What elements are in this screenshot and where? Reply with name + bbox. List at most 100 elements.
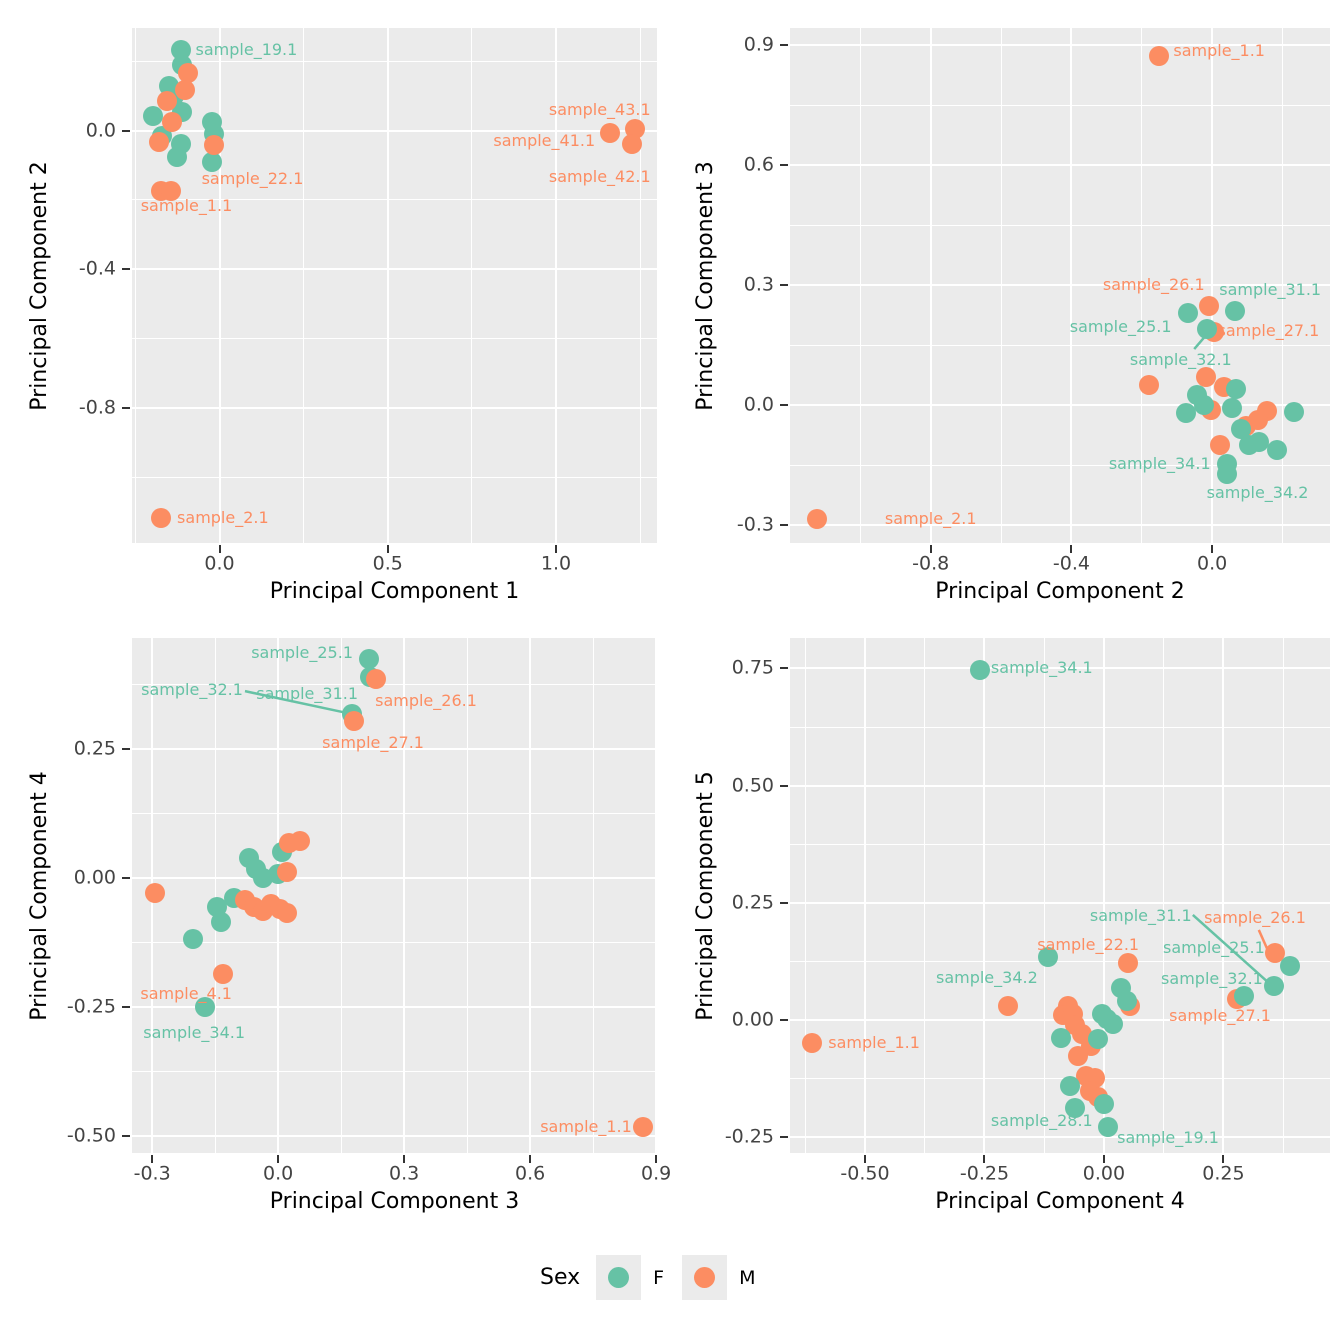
x-axis-title-pc1-vs-pc2: Principal Component 1 xyxy=(269,579,520,604)
data-point xyxy=(599,123,620,144)
point-label: sample_34.1 xyxy=(990,658,1093,678)
point-label: sample_26.1 xyxy=(375,690,477,710)
gridline-minor xyxy=(790,843,1330,845)
data-point xyxy=(1177,302,1198,323)
x-tick-label: 0.0 xyxy=(1197,552,1228,575)
y-tick-label: 0.9 xyxy=(743,33,774,56)
y-tick-mark xyxy=(122,876,130,879)
gridline-major xyxy=(790,901,1330,904)
point-label: sample_19.1 xyxy=(195,40,298,60)
gridline-major xyxy=(655,638,658,1153)
legend-dot-m-icon xyxy=(694,1267,716,1288)
point-label: sample_43.1 xyxy=(548,99,651,119)
data-point xyxy=(171,40,192,61)
point-label: sample_25.1 xyxy=(1069,317,1172,337)
gridline-minor xyxy=(132,338,657,340)
point-label: sample_34.2 xyxy=(1206,483,1309,503)
y-tick-mark xyxy=(780,901,788,904)
y-tick-label: 0.00 xyxy=(73,866,116,889)
y-tick-label: 0.0 xyxy=(743,393,774,416)
y-axis-title-pc2-vs-pc3: Principal Component 3 xyxy=(693,160,718,411)
data-point xyxy=(1264,976,1285,997)
x-tick-label: 0.0 xyxy=(263,1162,294,1185)
gridline-minor xyxy=(132,199,657,201)
data-point xyxy=(1266,440,1287,461)
data-point xyxy=(1198,296,1219,317)
gridline-minor xyxy=(1282,638,1284,1153)
gridline-major xyxy=(555,28,558,543)
gridline-major xyxy=(1222,638,1225,1153)
data-point xyxy=(213,963,234,984)
x-tick-mark xyxy=(151,1155,154,1163)
point-label: sample_22.1 xyxy=(1037,934,1140,954)
x-tick-mark xyxy=(386,545,389,553)
gridline-major xyxy=(132,876,657,879)
point-label: sample_34.2 xyxy=(935,967,1038,987)
point-label: sample_32.1 xyxy=(141,680,243,700)
gridline-major xyxy=(790,667,1330,670)
gridline-minor xyxy=(132,476,657,478)
gridline-minor xyxy=(303,28,305,543)
gridline-minor xyxy=(790,344,1330,346)
data-point xyxy=(1176,403,1197,424)
gridline-major xyxy=(132,1134,657,1137)
point-label: sample_42.1 xyxy=(548,167,651,187)
data-point xyxy=(1117,952,1138,973)
gridline-major xyxy=(790,784,1330,787)
point-label: sample_1.1 xyxy=(140,195,233,215)
point-label: sample_34.1 xyxy=(1108,453,1211,473)
gridline-major xyxy=(132,268,657,271)
data-point xyxy=(195,996,216,1017)
gridline-major xyxy=(983,638,986,1153)
point-label: sample_1.1 xyxy=(828,1032,920,1052)
y-tick-mark xyxy=(122,129,130,132)
data-point xyxy=(1196,366,1217,387)
gridline-major xyxy=(1102,638,1105,1153)
gridline-major xyxy=(790,404,1330,407)
gridline-minor xyxy=(132,812,657,814)
point-label: sample_32.1 xyxy=(1161,969,1263,989)
point-label: sample_4.1 xyxy=(140,984,232,1004)
gridline-minor xyxy=(466,638,468,1153)
legend: Sex F M xyxy=(540,1255,773,1300)
point-label: sample_27.1 xyxy=(1217,320,1320,340)
data-point xyxy=(1050,1027,1071,1048)
data-point xyxy=(1217,463,1238,484)
x-tick-mark xyxy=(529,1155,532,1163)
y-tick-label: 0.25 xyxy=(73,737,116,760)
data-point xyxy=(807,509,828,529)
gridline-minor xyxy=(1163,638,1165,1153)
y-tick-mark xyxy=(122,1005,130,1008)
data-point xyxy=(1097,1116,1118,1137)
x-tick-label: 1.0 xyxy=(540,552,572,575)
legend-key-m xyxy=(682,1255,728,1300)
x-tick-mark xyxy=(403,1155,406,1163)
y-tick-mark xyxy=(780,1018,788,1021)
gridline-minor xyxy=(132,60,657,62)
data-point xyxy=(142,105,163,126)
gridline-major xyxy=(864,638,867,1153)
data-point xyxy=(145,882,166,903)
gridline-major xyxy=(277,638,280,1153)
gridline-minor xyxy=(790,464,1330,466)
x-axis-title-pc2-vs-pc3: Principal Component 2 xyxy=(935,579,1185,604)
data-point xyxy=(1265,942,1286,963)
data-point xyxy=(1067,1046,1088,1067)
point-label: sample_27.1 xyxy=(322,732,424,752)
x-tick-label: 0.6 xyxy=(515,1162,546,1185)
gridline-major xyxy=(403,638,406,1153)
data-point xyxy=(1194,395,1215,416)
data-point xyxy=(161,180,182,201)
gridline-minor xyxy=(790,1077,1330,1079)
data-point xyxy=(344,711,365,732)
data-point xyxy=(1116,991,1137,1012)
gridline-major xyxy=(790,44,1330,47)
y-tick-mark xyxy=(780,784,788,787)
y-tick-mark xyxy=(122,268,130,271)
data-point xyxy=(1233,986,1254,1007)
data-point xyxy=(1138,374,1159,395)
data-point xyxy=(276,903,297,924)
x-tick-label: -0.25 xyxy=(959,1162,1010,1185)
data-point xyxy=(290,830,310,851)
y-tick-label: 0.75 xyxy=(731,656,774,679)
